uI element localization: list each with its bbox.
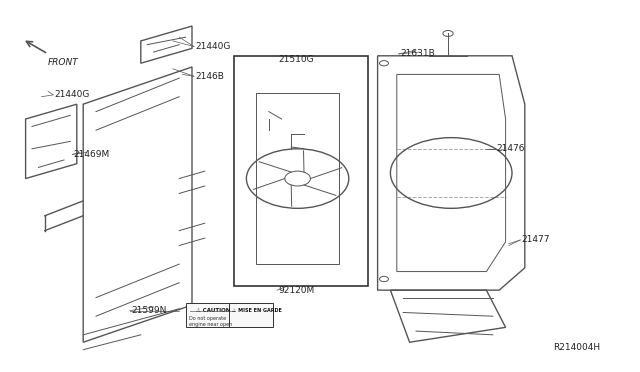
Text: 21469M: 21469M bbox=[74, 150, 110, 159]
Text: 21476: 21476 bbox=[496, 144, 525, 153]
Text: 21440G: 21440G bbox=[195, 42, 230, 51]
Text: 21440G: 21440G bbox=[54, 90, 90, 99]
Text: 21631B: 21631B bbox=[400, 49, 435, 58]
Bar bbox=[186, 303, 272, 327]
Text: Do not operate
engine near open: Do not operate engine near open bbox=[189, 316, 232, 327]
Text: ────────────────: ──────────────── bbox=[189, 308, 235, 314]
Text: 21477: 21477 bbox=[522, 235, 550, 244]
Text: R214004H: R214004H bbox=[554, 343, 601, 352]
Text: 21599N: 21599N bbox=[131, 306, 166, 315]
Bar bbox=[234, 56, 368, 286]
Text: 21510G: 21510G bbox=[278, 55, 314, 64]
Text: ⚠ CAUTION: ⚠ CAUTION bbox=[196, 308, 230, 312]
Text: 92120M: 92120M bbox=[278, 286, 315, 295]
Bar bbox=[229, 303, 273, 327]
Text: 2146B: 2146B bbox=[195, 72, 224, 81]
Text: ⚠ MISE EN GARDE: ⚠ MISE EN GARDE bbox=[232, 308, 282, 312]
Text: FRONT: FRONT bbox=[48, 58, 79, 67]
